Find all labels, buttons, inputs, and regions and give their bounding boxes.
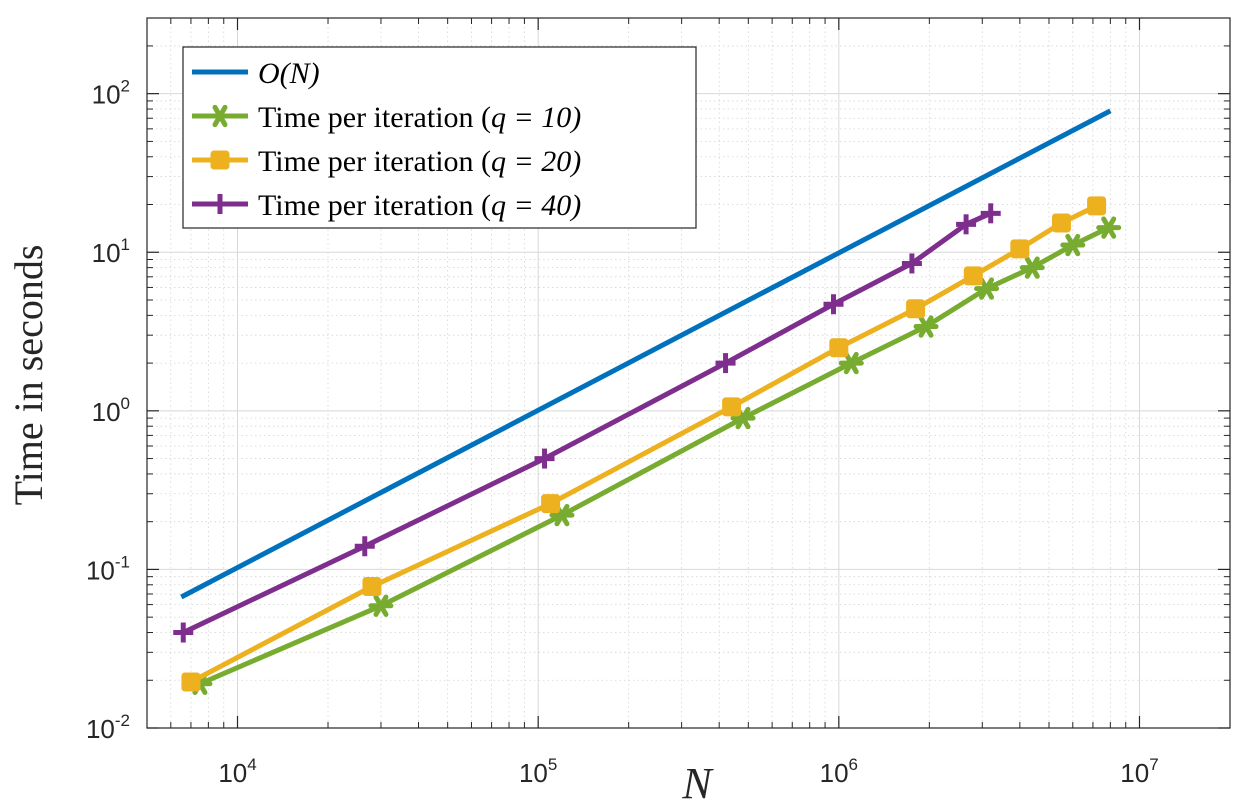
data-point: [541, 494, 561, 514]
y-tick-labels: 10-2 10-1 100 101 102: [86, 77, 130, 744]
legend-item: Time per iteration (q = 40): [192, 189, 581, 222]
legend-swatch-marker: [207, 104, 233, 128]
data-point-arm: [1065, 233, 1081, 257]
y-tick-label: 10-2: [86, 711, 130, 744]
plot-frame: [146, 17, 1231, 729]
data-point: [1096, 216, 1122, 239]
data-point: [173, 622, 194, 643]
data-point: [1087, 196, 1107, 216]
data-point: [980, 203, 1001, 224]
data-point-arm: [373, 594, 389, 617]
series-0: [180, 108, 1112, 600]
series-2: [181, 196, 1107, 692]
y-tick-label: 102: [92, 77, 130, 110]
data-point: [181, 672, 201, 692]
data-point-arm: [554, 503, 570, 527]
data-point: [823, 294, 844, 315]
data-point-arm: [843, 351, 859, 375]
data-point: [901, 253, 922, 274]
legend-swatch-marker: [210, 150, 230, 170]
data-point-arm: [735, 406, 751, 430]
series-line: [182, 211, 992, 635]
x-tick-labels: 104 105 106 107: [218, 755, 1158, 788]
x-tick-label: 105: [519, 755, 557, 788]
series-layer: [173, 108, 1122, 695]
data-point: [715, 353, 736, 374]
legend-item: Time per iteration (q = 10): [192, 101, 581, 134]
data-point-arm: [1101, 216, 1117, 239]
legend-label: Time per iteration (q = 20): [258, 145, 581, 178]
y-tick-label: 100: [92, 394, 130, 427]
data-point: [974, 277, 1000, 300]
data-point: [1019, 256, 1045, 279]
series-1: [187, 216, 1122, 695]
legend: O(N) Time per iteration (q = 10) Time per …: [182, 46, 697, 229]
legend-label: O(N): [258, 57, 320, 90]
x-tick-label: 104: [218, 755, 256, 788]
x-tick-label: 107: [1120, 755, 1158, 788]
data-point-arm: [918, 315, 934, 338]
data-point-arm: [1024, 256, 1040, 279]
series-3: [173, 203, 1001, 643]
data-point: [368, 594, 394, 617]
series-line: [189, 203, 1098, 685]
data-point: [1010, 239, 1030, 259]
series-line: [198, 225, 1110, 687]
legend-label: Time per iteration (q = 10): [258, 101, 581, 134]
data-point: [956, 214, 977, 235]
data-point: [1060, 233, 1086, 257]
data-point-arm: [979, 277, 995, 300]
x-axis-title: N: [681, 759, 714, 808]
data-point: [838, 351, 864, 375]
legend-item: Time per iteration (q = 20): [192, 145, 581, 178]
data-point: [906, 299, 926, 319]
y-tick-label: 101: [92, 235, 130, 268]
data-point: [362, 577, 382, 597]
legend-box: [182, 46, 697, 229]
y-axis-title: Time in seconds: [6, 245, 51, 506]
data-point: [354, 536, 375, 557]
legend-swatch-marker-arm: [212, 104, 228, 128]
axis-ticks: [146, 17, 1231, 729]
data-point: [722, 397, 742, 417]
x-tick-label: 106: [820, 755, 858, 788]
y-tick-label: 10-1: [86, 552, 130, 585]
legend-label: Time per iteration (q = 40): [258, 189, 581, 222]
data-point: [913, 315, 939, 338]
data-point: [829, 338, 849, 358]
series-line: [180, 108, 1112, 600]
legend-swatch-marker: [210, 194, 230, 214]
legend-item: O(N): [192, 57, 320, 90]
data-point: [963, 266, 983, 286]
data-point: [1051, 213, 1071, 233]
data-point: [534, 448, 555, 469]
